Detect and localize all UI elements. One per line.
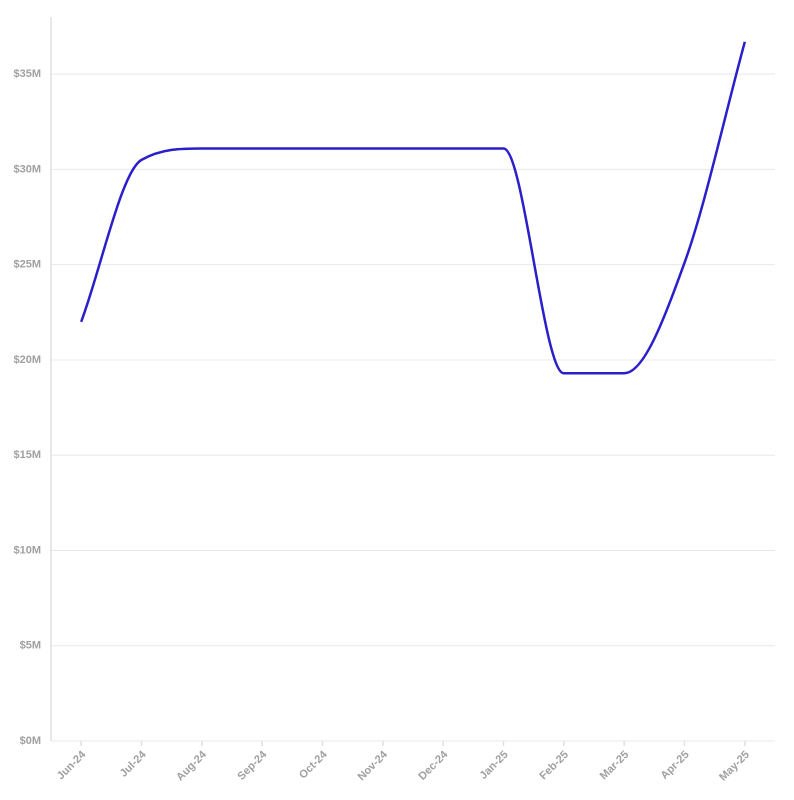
x-tick-label: Feb-25: [537, 749, 571, 783]
x-tick-label: Apr-25: [659, 749, 692, 782]
x-tick-label: Aug-24: [174, 748, 209, 783]
x-tick-label: Jul-24: [118, 748, 150, 780]
y-tick-label: $10M: [13, 544, 41, 556]
x-tick-label: Jun-24: [55, 748, 89, 782]
y-tick-label: $5M: [20, 640, 41, 652]
x-tick-label: Oct-24: [297, 748, 330, 781]
y-tick-label: $20M: [13, 354, 41, 366]
x-tick-label: Jan-25: [478, 749, 511, 782]
y-tick-label: $30M: [13, 163, 41, 175]
y-tick-label: $0M: [20, 735, 41, 747]
line: [79, 41, 747, 375]
x-tick-label: Nov-24: [356, 748, 391, 783]
x-tick-label: Mar-25: [598, 749, 632, 783]
y-tick-label: $25M: [13, 259, 41, 271]
x-tick-label: Sep-24: [235, 748, 270, 783]
x-tick-label: May-25: [717, 749, 752, 784]
x-tick-label: Dec-24: [416, 748, 451, 783]
y-tick-label: $35M: [13, 68, 41, 80]
y-tick-label: $15M: [13, 449, 41, 461]
